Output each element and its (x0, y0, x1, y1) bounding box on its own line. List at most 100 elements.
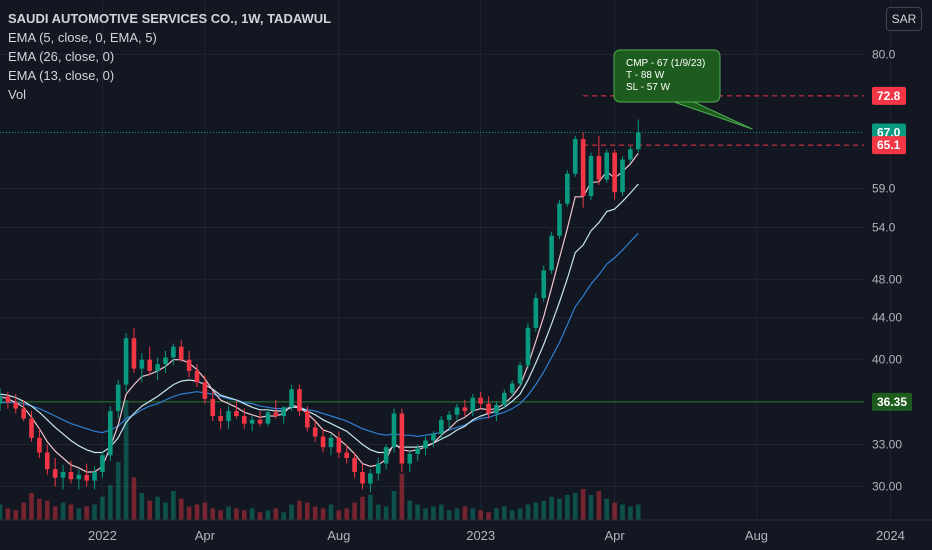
volume-bar (0, 504, 3, 520)
candle-body (21, 408, 26, 419)
currency-button[interactable]: SAR (886, 7, 922, 31)
candle-body (108, 411, 113, 456)
volume-bar (620, 504, 625, 520)
volume-bar (344, 508, 350, 520)
candle-body (0, 396, 3, 404)
price-tick-label: 54.0 (872, 220, 896, 234)
candle-body (470, 397, 476, 412)
candle-body (541, 270, 547, 299)
candle-body (336, 437, 342, 453)
candle-body (368, 473, 373, 484)
time-tick-label: 2023 (466, 528, 495, 543)
volume-bar (431, 506, 436, 520)
volume-bar (108, 485, 113, 520)
candle-body (76, 474, 82, 480)
candle-body (139, 359, 145, 369)
callout-line: T - 88 W (626, 70, 665, 81)
time-axis[interactable]: 2022AprAug2023AprAug2024Apr (0, 519, 932, 543)
candle-body (312, 427, 318, 437)
volume-bar (289, 504, 294, 520)
volume-bar (360, 496, 365, 520)
indicator-volume[interactable]: Vol (8, 87, 27, 102)
candle-body (29, 418, 34, 438)
candle-body (281, 407, 286, 417)
candle-body (44, 452, 50, 470)
candle-body (210, 398, 216, 417)
candle-body (155, 364, 160, 371)
candle-body (202, 382, 208, 399)
candle-body (344, 452, 350, 459)
volume-bar (399, 473, 405, 520)
candle-body (178, 346, 184, 360)
volume-bar (92, 504, 97, 520)
volume-bar (502, 506, 507, 520)
volume-bar (336, 510, 342, 520)
candle-body (305, 411, 310, 428)
volume-bar (52, 506, 58, 520)
volume-bar (612, 502, 617, 520)
volume-bar (178, 498, 184, 520)
indicator-ema26[interactable]: EMA (26, close, 0) (8, 49, 115, 64)
price-axis[interactable]: 80.0 59.0 54.0 48.00 44.00 40.00 33.00 30.00 72.… (872, 47, 912, 493)
callout-pointer (673, 101, 753, 130)
volume-bar (115, 461, 121, 520)
ema26-line (0, 232, 639, 438)
volume-bar (155, 496, 160, 520)
candle-body (549, 235, 554, 271)
indicator-ema13[interactable]: EMA (13, close, 0) (8, 68, 115, 83)
candle-body (360, 472, 365, 484)
volume-bar (533, 502, 539, 520)
candle-body (399, 413, 405, 464)
volume-bar (375, 504, 381, 520)
volume-bar (21, 502, 26, 520)
indicator-ema5[interactable]: EMA (5, close, 0, EMA, 5) (8, 30, 157, 45)
volume-bar (462, 506, 468, 520)
volume-bars (0, 400, 641, 520)
volume-bar (486, 512, 491, 520)
candle-body (557, 203, 562, 236)
volume-bar (257, 512, 263, 520)
candle-body (37, 437, 42, 453)
volume-bar (415, 504, 420, 520)
candle-body (509, 383, 515, 393)
candle-body (171, 346, 176, 358)
time-tick-label: 2024 (876, 528, 905, 543)
volume-bar (509, 510, 515, 520)
ema-lines (0, 152, 639, 473)
candle-body (383, 447, 389, 464)
candle-body (588, 156, 594, 197)
candle-body (289, 389, 294, 408)
candle-body (407, 453, 413, 464)
candle-body (13, 402, 19, 409)
candle-body (415, 448, 420, 454)
volume-bar (312, 506, 318, 520)
candle-body (533, 298, 539, 328)
volume-bar (123, 400, 129, 520)
price-label-text: 65.1 (877, 138, 901, 152)
volume-bar (565, 494, 570, 520)
volume-bar (328, 504, 334, 520)
candle-body (352, 458, 357, 473)
volume-bar (407, 500, 413, 520)
volume-bar (60, 502, 66, 520)
candle-body (580, 139, 586, 197)
volume-bar (273, 508, 279, 520)
price-label-text: 36.35 (877, 395, 907, 409)
candle-body (52, 469, 58, 478)
candle-body (478, 397, 483, 404)
candle-body (517, 365, 523, 384)
volume-bar (226, 506, 231, 520)
volume-bar (352, 502, 357, 520)
volume-bar (494, 508, 499, 520)
candle-body (84, 474, 89, 481)
candle-body (123, 338, 129, 385)
volume-bar (37, 498, 42, 520)
candle-body (273, 412, 279, 417)
price-label-text: 67.0 (877, 125, 901, 139)
volume-bar (84, 506, 89, 520)
candle-body (92, 472, 97, 481)
ema13-line (0, 183, 639, 454)
volume-bar (549, 496, 554, 520)
candle-body (234, 411, 239, 417)
